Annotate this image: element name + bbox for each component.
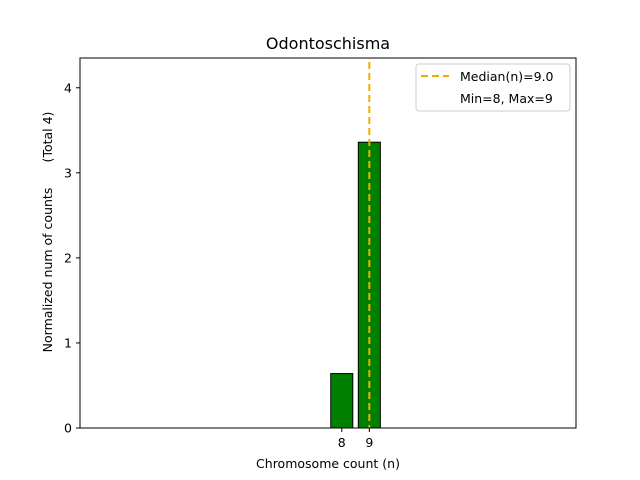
x-axis-label: Chromosome count (n) [256,456,400,471]
legend-range-label: Min=8, Max=9 [460,91,553,106]
y-tick-label: 2 [64,250,72,265]
y-axis: 0 1 2 3 4 [64,80,80,436]
y-tick-label: 1 [64,335,72,350]
plot-frame [79,57,577,429]
y-tick-label: 4 [64,80,72,95]
y-tick-label: 0 [64,421,72,436]
y-tick-label: 3 [64,165,72,180]
legend-median-label: Median(n)=9.0 [460,69,554,84]
bars-group [330,141,381,429]
legend: Median(n)=9.0 Min=8, Max=9 [415,63,571,112]
y-axis-label-total: (Total 4) [40,112,55,163]
bar-8 [330,373,354,429]
x-tick-label: 8 [338,435,346,450]
x-tick-label: 9 [365,435,373,450]
y-axis-label: Normalized num of counts [40,188,55,353]
chart-title: Odontoschisma [266,34,390,53]
legend-frame [415,63,571,112]
